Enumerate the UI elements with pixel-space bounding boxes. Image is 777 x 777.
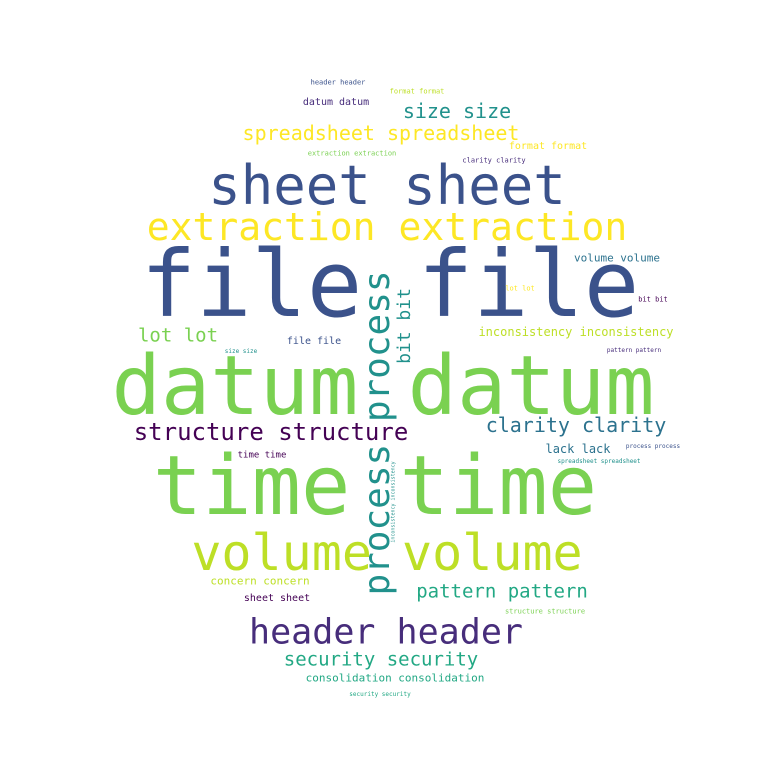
word: security security bbox=[349, 691, 411, 698]
word: volume volume bbox=[191, 524, 583, 582]
word: clarity clarity bbox=[485, 413, 667, 437]
word: file file bbox=[140, 231, 640, 338]
word: volume volume bbox=[573, 251, 661, 265]
word: lack lack bbox=[545, 442, 611, 456]
word: size size bbox=[402, 99, 512, 123]
word: inconsistency inconsistency bbox=[390, 461, 397, 543]
word: header header bbox=[310, 78, 366, 87]
word: lot lot bbox=[505, 284, 535, 293]
word: format format bbox=[389, 87, 445, 96]
word: bit bit bbox=[394, 288, 415, 364]
word: sheet sheet bbox=[243, 593, 311, 604]
word: clarity clarity bbox=[462, 156, 526, 165]
word: inconsistency inconsistency bbox=[478, 325, 674, 339]
word: format format bbox=[508, 141, 588, 152]
word: bit bit bbox=[638, 295, 668, 304]
word: header header bbox=[249, 612, 523, 653]
word: structure structure bbox=[504, 607, 586, 616]
word: spreadsheet spreadsheet bbox=[557, 458, 641, 465]
word: concern concern bbox=[210, 574, 310, 588]
word: structure structure bbox=[133, 418, 409, 446]
word: extraction extraction bbox=[146, 205, 628, 249]
word: datum datum bbox=[302, 97, 370, 108]
word: pattern pattern bbox=[416, 580, 588, 603]
word: pattern pattern bbox=[606, 347, 662, 354]
word: process process bbox=[625, 443, 681, 450]
word: file file bbox=[286, 336, 342, 347]
word: time time bbox=[152, 439, 598, 534]
word: sheet sheet bbox=[208, 154, 566, 217]
word: lot lot bbox=[137, 324, 219, 347]
word: datum datum bbox=[111, 339, 655, 434]
word: spreadsheet spreadsheet bbox=[242, 121, 520, 145]
word: size size bbox=[224, 348, 258, 355]
word: extraction extraction bbox=[307, 149, 397, 158]
word: time time bbox=[237, 450, 287, 461]
word: consolidation consolidation bbox=[305, 671, 485, 685]
word: security security bbox=[283, 648, 479, 671]
